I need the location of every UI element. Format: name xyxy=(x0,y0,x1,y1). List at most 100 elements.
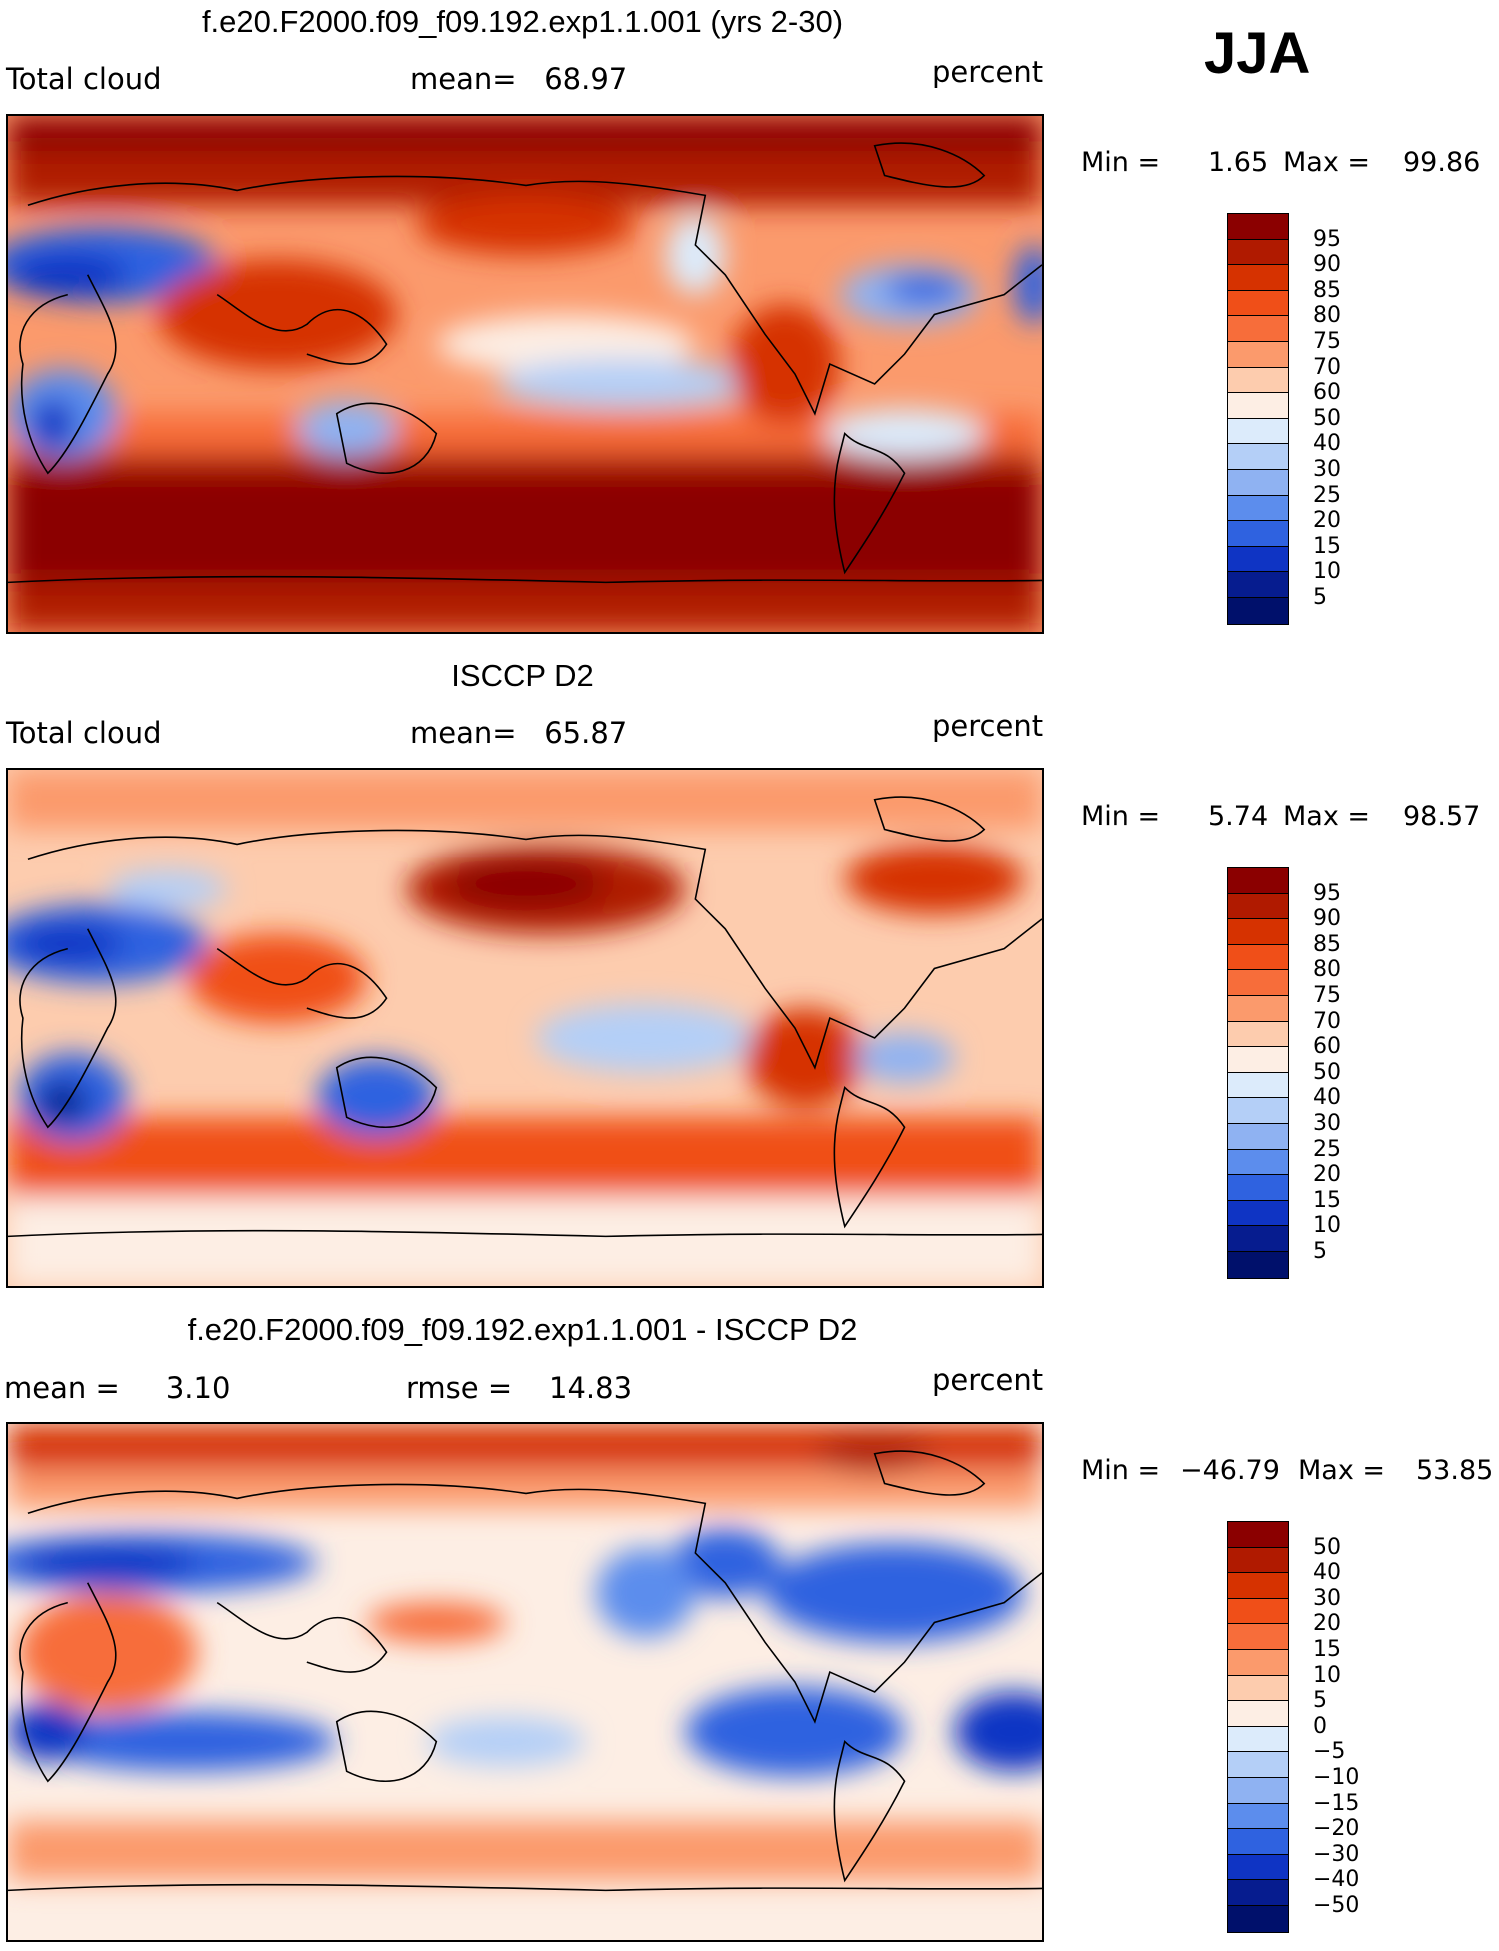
panel-2-min-label: Min = xyxy=(1081,801,1161,832)
panel-2-colorbar-tick-label: 70 xyxy=(1313,1008,1341,1034)
panel-1-colorbar-swatch xyxy=(1228,316,1288,342)
panel-3-colorbar-swatch xyxy=(1228,1726,1288,1753)
panel-1-colorbar-tick-label: 80 xyxy=(1313,303,1341,329)
panel-2-mean-label: mean= 65.87 xyxy=(410,716,628,750)
panel-1-colorbar-swatch xyxy=(1228,521,1288,547)
panel-2-colorbar-swatch xyxy=(1228,1200,1288,1227)
panel-2-contour-fields xyxy=(8,770,1042,1286)
panel-3-units-label: percent xyxy=(932,1363,1044,1397)
panel-2-colorbar-swatch xyxy=(1228,1175,1288,1201)
panel-2-map xyxy=(6,768,1044,1288)
panel-3-colorbar-tick-label: 10 xyxy=(1313,1662,1341,1688)
panel-3-max-label: Max = xyxy=(1298,1455,1386,1486)
panel-1-title: f.e20.F2000.f09_f09.192.exp1.1.001 (yrs … xyxy=(201,4,844,39)
panel-2-colorbar-swatch xyxy=(1228,1072,1288,1099)
panel-1-colorbar-tick-label: 30 xyxy=(1313,457,1341,482)
panel-1-colorbar-swatch xyxy=(1228,341,1288,368)
panel-3-rmse-label: rmse = 14.83 xyxy=(406,1371,633,1405)
panel-2-colorbar-tick-label: 90 xyxy=(1313,906,1341,932)
panel-1-colorbar-swatch xyxy=(1228,239,1288,266)
panel-2-colorbar-tick-label: 15 xyxy=(1313,1187,1341,1213)
panel-3-colorbar-swatch xyxy=(1228,1675,1288,1702)
panel-1-colorbar-tick-label: 95 xyxy=(1313,226,1341,252)
panel-3-colorbar-tick-label: −30 xyxy=(1313,1841,1360,1867)
panel-1-colorbar-tick-label: 90 xyxy=(1313,252,1341,278)
panel-2-colorbar-swatch xyxy=(1228,944,1288,971)
panel-1-colorbar-swatch xyxy=(1228,418,1288,445)
panel-2-colorbar-swatch xyxy=(1228,1123,1288,1150)
panel-3-colorbar-swatch xyxy=(1228,1777,1288,1804)
panel-2-colorbar-tick-label: 95 xyxy=(1313,880,1341,906)
panel-1-colorbar-tick-label: 60 xyxy=(1313,380,1341,406)
panel-3-map xyxy=(6,1422,1044,1942)
panel-3-colorbar-tick-label: 5 xyxy=(1313,1688,1327,1714)
panel-3-colorbar-tick-label: −20 xyxy=(1313,1816,1360,1842)
panel-2-colorbar-swatch xyxy=(1228,1021,1288,1048)
panel-2-max-label: Max = xyxy=(1283,801,1371,832)
panel-1-colorbar-tick-label: 5 xyxy=(1313,585,1327,610)
panel-1-colorbar-swatch xyxy=(1228,495,1288,522)
panel-3-min-value: −46.79 xyxy=(1180,1455,1280,1486)
panel-1-map-svg xyxy=(8,116,1042,632)
panel-2-variable-label: Total cloud xyxy=(6,716,162,750)
panel-1-colorbar-swatch xyxy=(1228,546,1288,573)
panel-3-colorbar-swatch xyxy=(1228,1547,1288,1574)
panel-3-coastlines xyxy=(8,1450,1042,1892)
panel-3-colorbar-tick-label: 0 xyxy=(1313,1713,1327,1739)
panel-3-colorbar-tick-label: 20 xyxy=(1313,1611,1341,1637)
panel-1-colorbar-swatch xyxy=(1228,444,1288,470)
panel-3-colorbar-tick-label: −40 xyxy=(1313,1867,1360,1893)
panel-3-colorbar-swatch xyxy=(1228,1522,1288,1548)
panel-2-colorbar-swatch xyxy=(1228,919,1288,945)
panel-3-colorbar-tick-label: −10 xyxy=(1313,1765,1360,1790)
panel-3-colorbar-swatch xyxy=(1228,1624,1288,1650)
panel-1-colorbar-swatch xyxy=(1228,290,1288,317)
panel-2-colorbar-tick-label: 75 xyxy=(1313,983,1341,1008)
panel-1-colorbar-swatch xyxy=(1228,265,1288,291)
panel-3-colorbar-swatch xyxy=(1228,1701,1288,1727)
panel-2-colorbar-swatch xyxy=(1228,1149,1288,1176)
panel-3-colorbar-tick-label: −5 xyxy=(1313,1739,1346,1765)
panel-2-colorbar-tick-label: 5 xyxy=(1313,1239,1327,1264)
panel-3-colorbar xyxy=(1227,1521,1289,1933)
panel-2-colorbar-swatch xyxy=(1228,893,1288,920)
panel-3-colorbar-swatch xyxy=(1228,1880,1288,1906)
panel-2-units-label: percent xyxy=(932,709,1044,743)
panel-1-colorbar-tick-label: 20 xyxy=(1313,508,1341,534)
panel-2-colorbar-tick-label: 10 xyxy=(1313,1213,1341,1239)
panel-2-colorbar-tick-label: 20 xyxy=(1313,1162,1341,1188)
panel-3-min-label: Min = xyxy=(1081,1455,1161,1486)
panel-1-colorbar-tick-label: 70 xyxy=(1313,354,1341,380)
panel-1-colorbar-tick-label: 25 xyxy=(1313,482,1341,508)
panel-2-colorbar-swatch xyxy=(1228,995,1288,1022)
panel-2-min-value: 5.74 xyxy=(1208,801,1269,832)
panel-3-colorbar-swatch xyxy=(1228,1573,1288,1599)
panel-1-contour-fields xyxy=(8,116,1042,632)
panel-3-colorbar-tick-label: −15 xyxy=(1313,1790,1360,1816)
panel-2-colorbar-swatch xyxy=(1228,1251,1288,1278)
panel-1-colorbar xyxy=(1227,213,1289,625)
panel-3-colorbar-swatch xyxy=(1228,1854,1288,1881)
panel-2-colorbar-swatch xyxy=(1228,1098,1288,1124)
panel-3-colorbar-tick-label: 40 xyxy=(1313,1560,1341,1586)
panel-1-colorbar-tick-label: 10 xyxy=(1313,559,1341,585)
panel-3-colorbar-swatch xyxy=(1228,1649,1288,1676)
panel-3-max-value: 53.85 xyxy=(1416,1455,1494,1486)
panel-3-colorbar-tick-label: 15 xyxy=(1313,1637,1341,1662)
panel-1-colorbar-swatch xyxy=(1228,393,1288,419)
panel-1-colorbar-swatch xyxy=(1228,214,1288,240)
panel-2-coastlines xyxy=(8,796,1042,1238)
panel-1-units-label: percent xyxy=(932,55,1044,89)
panel-3-colorbar-swatch xyxy=(1228,1905,1288,1932)
panel-1-colorbar-swatch xyxy=(1228,597,1288,624)
panel-1-coastlines xyxy=(8,142,1042,584)
panel-1-colorbar-swatch xyxy=(1228,469,1288,496)
panel-2-map-svg xyxy=(8,770,1042,1286)
panel-2-colorbar-tick-label: 40 xyxy=(1313,1085,1341,1111)
season-label: JJA xyxy=(1204,21,1311,86)
panel-3-colorbar-swatch xyxy=(1228,1829,1288,1855)
panel-3-colorbar-swatch xyxy=(1228,1752,1288,1778)
panel-1-min-label: Min = xyxy=(1081,147,1161,178)
panel-1-colorbar-tick-label: 40 xyxy=(1313,431,1341,457)
panel-1-colorbar-swatch xyxy=(1228,367,1288,394)
